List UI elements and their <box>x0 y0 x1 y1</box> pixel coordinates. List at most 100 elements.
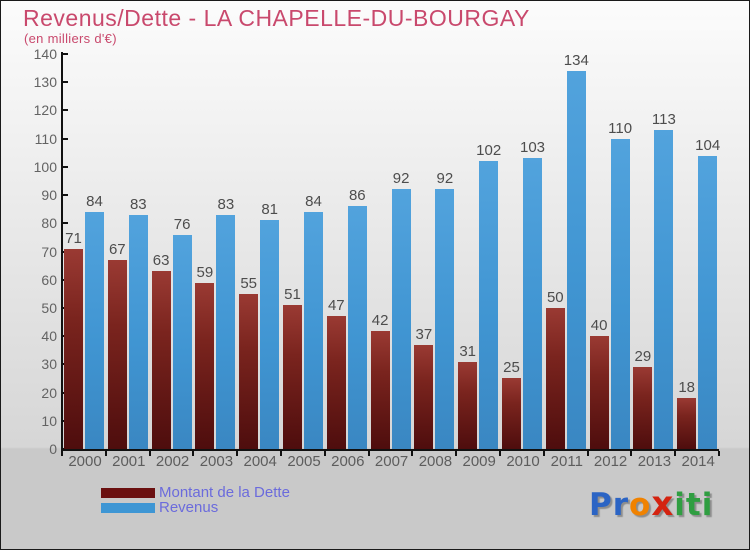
logo-letter-t-5: t <box>685 487 702 523</box>
plot-area: 71 84 67 83 63 76 59 83 55 81 51 84 47 86 42 92 37 92 31 10… <box>62 51 720 449</box>
bar-value-revenus-2012: 110 <box>608 119 633 137</box>
y-tick-label-30: 30 <box>41 356 57 373</box>
bar-dette-2007 <box>370 330 390 449</box>
y-tick-mark-140 <box>63 53 68 55</box>
x-tick-mark-4 <box>236 451 239 456</box>
y-tick-label-0: 0 <box>49 441 57 457</box>
x-tick-mark-2 <box>148 451 151 456</box>
y-tick-label-140: 140 <box>33 46 57 62</box>
bar-value-dette-2000: 71 <box>65 229 82 247</box>
x-axis-label-2014: 2014 <box>681 453 715 470</box>
logo-letter-o-2: o <box>629 487 652 523</box>
y-tick-label-70: 70 <box>41 243 57 260</box>
logo-letter-P-0: P <box>589 487 613 523</box>
y-tick-mark-100 <box>63 165 68 168</box>
bar-revenus-2012 <box>610 138 630 449</box>
x-tick-mark-12 <box>586 451 589 456</box>
y-tick-mark-120 <box>63 109 68 112</box>
x-tick-mark-14 <box>674 451 677 456</box>
bar-dette-2011 <box>545 307 565 449</box>
y-tick-mark-80 <box>63 222 68 225</box>
bar-value-revenus-2013: 113 <box>651 111 676 129</box>
bar-value-revenus-2004: 81 <box>261 201 279 219</box>
bar-value-dette-2004: 55 <box>240 274 258 292</box>
bar-value-revenus-2009: 102 <box>476 142 502 160</box>
bar-value-revenus-2001: 83 <box>129 195 147 213</box>
x-tick-mark-9 <box>455 451 458 456</box>
proxiti-logo: Proxiti <box>589 484 713 524</box>
legend-swatch-dette <box>101 487 155 498</box>
bar-value-dette-2012: 40 <box>590 317 608 335</box>
bar-value-revenus-2011: 134 <box>563 51 589 69</box>
logo-letter-x-3: x <box>651 484 675 524</box>
x-axis-label-2001: 2001 <box>112 453 146 470</box>
bar-dette-2001 <box>107 259 127 449</box>
x-tick-mark-13 <box>630 451 633 456</box>
y-tick-label-10: 10 <box>41 412 57 429</box>
y-tick-label-110: 110 <box>34 130 57 147</box>
y-tick-mark-0 <box>63 448 68 450</box>
x-axis-label-2012: 2012 <box>593 453 628 470</box>
x-axis-label-2006: 2006 <box>331 453 365 470</box>
bar-revenus-2011 <box>566 70 586 449</box>
x-tick-mark-1 <box>104 451 107 456</box>
y-tick-label-60: 60 <box>41 271 57 288</box>
bar-value-dette-2011: 50 <box>546 288 564 306</box>
x-tick-mark-5 <box>280 451 282 456</box>
x-tick-mark-3 <box>192 451 195 456</box>
bar-dette-2012 <box>589 336 609 449</box>
bar-value-dette-2001: 67 <box>108 240 126 258</box>
bar-value-dette-2013: 29 <box>634 348 652 366</box>
bar-revenus-2005 <box>304 212 323 449</box>
y-tick-label-50: 50 <box>41 299 57 316</box>
bar-revenus-2014 <box>698 155 718 449</box>
legend-swatch-revenus <box>101 502 155 513</box>
y-tick-label-90: 90 <box>41 187 57 204</box>
x-axis-label-2002: 2002 <box>155 453 190 470</box>
bar-revenus-2008 <box>435 189 455 449</box>
bar-value-dette-2005: 51 <box>284 286 301 304</box>
chart-subtitle: (en milliers d'€) <box>24 31 117 46</box>
bar-revenus-2000 <box>85 212 104 449</box>
bar-value-revenus-2000: 84 <box>86 193 103 210</box>
logo-letter-i-4: i <box>674 487 686 523</box>
x-tick-mark-8 <box>411 451 414 456</box>
x-tick-mark-7 <box>367 451 370 456</box>
y-tick-label-40: 40 <box>41 328 57 345</box>
x-axis-label-2003: 2003 <box>199 453 234 470</box>
bar-value-revenus-2007: 92 <box>392 170 410 188</box>
x-axis-line <box>61 449 719 451</box>
x-axis-label-2004: 2004 <box>243 453 277 470</box>
bar-value-revenus-2010: 103 <box>519 139 546 157</box>
bar-revenus-2010 <box>523 158 542 449</box>
x-axis-label-2005: 2005 <box>287 453 321 470</box>
y-axis-line <box>61 52 63 451</box>
logo-letter-r-1: r <box>612 487 630 523</box>
bar-revenus-2009 <box>479 161 499 449</box>
bar-revenus-2006 <box>347 206 367 449</box>
legend-label-dette: Montant de la Dette <box>159 484 290 501</box>
bar-value-dette-2002: 63 <box>152 252 170 270</box>
x-tick-mark-10 <box>499 451 501 456</box>
y-tick-label-130: 130 <box>33 74 57 91</box>
bar-dette-2014 <box>677 398 697 449</box>
y-tick-mark-130 <box>63 81 68 84</box>
bar-value-revenus-2008: 92 <box>436 170 454 188</box>
chart-title: Revenus/Dette - LA CHAPELLE-DU-BOURGAY <box>23 5 530 31</box>
bar-dette-2006 <box>326 316 346 449</box>
bar-dette-2004 <box>239 293 259 449</box>
legend-item-revenus: Revenus <box>101 500 290 515</box>
bar-dette-2010 <box>502 378 521 449</box>
x-axis-label-2009: 2009 <box>462 453 496 470</box>
bar-revenus-2001 <box>128 214 148 449</box>
x-axis-label-2007: 2007 <box>374 453 409 470</box>
y-tick-label-80: 80 <box>41 215 57 232</box>
bar-value-dette-2007: 42 <box>371 311 389 329</box>
y-tick-label-120: 120 <box>33 102 57 119</box>
y-tick-label-100: 100 <box>33 158 57 175</box>
bar-dette-2002 <box>151 271 171 449</box>
bar-value-revenus-2005: 84 <box>305 193 322 210</box>
y-tick-label-20: 20 <box>41 384 57 401</box>
x-tick-mark-11 <box>542 451 545 456</box>
